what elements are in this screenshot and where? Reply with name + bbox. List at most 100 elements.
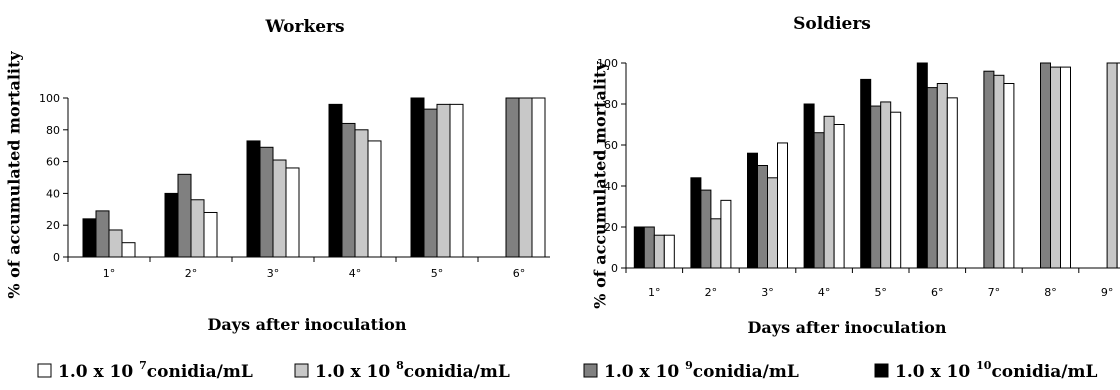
legend-entry: 1.0 x 10 8conidia/mL [315,359,510,382]
soldiers-bar [777,142,788,269]
soldiers-x-tick-label: 8° [1044,286,1057,299]
workers-y-axis-label: % of accumulated mortality [5,51,24,299]
soldiers-bar [767,177,778,269]
workers-bar [121,242,136,258]
soldiers-x-tick-label: 2° [705,286,718,299]
soldiers-bar [1003,83,1015,269]
soldiers-bar [710,218,722,269]
workers-x-tick-label: 3° [267,267,280,280]
workers-bar [272,159,287,258]
soldiers-bar [993,74,1005,269]
soldiers-bar [833,124,845,269]
workers-y-tick-label: 80 [46,124,60,137]
soldiers-bar [757,165,768,269]
soldiers-bar [747,152,758,269]
soldiers-y-axis-label: % of accumulated mortality [591,61,610,309]
workers-bar [177,173,192,258]
soldiers-bar [916,62,928,269]
workers-y-tick-label: 40 [46,187,60,200]
soldiers-bar [880,101,892,269]
soldiers-bar [1050,66,1061,269]
soldiers-chart: Soldiers % of accumulated mortality Days a… [591,14,1120,337]
workers-bar [82,218,97,258]
workers-bar [423,108,438,258]
workers-x-tick-label: 2° [185,267,198,280]
soldiers-y-tick-label: 60 [604,139,618,152]
workers-bar [246,140,261,258]
workers-bar [436,103,451,258]
legend-swatch [37,363,52,378]
soldiers-bar [936,83,948,269]
soldiers-title: Soldiers [793,14,871,34]
legend-entry: 1.0 x 10 9conidia/mL [604,359,799,382]
workers-bar [328,103,343,258]
legend-entry: 1.0 x 10 7conidia/mL [58,359,253,382]
workers-bar [164,192,179,258]
workers-x-tick-label: 6° [513,267,526,280]
soldiers-bar [643,226,655,269]
soldiers-x-axis-label: Days after inoculation [748,318,947,337]
soldiers-x-tick-label: 6° [931,286,944,299]
soldiers-x-tick-label: 3° [761,286,774,299]
soldiers-x-tick-label: 7° [988,286,1001,299]
soldiers-y-tick-label: 40 [604,180,618,193]
workers-bar [367,140,382,258]
legend-swatch [294,363,309,378]
soldiers-x-tick-label: 1° [648,286,661,299]
soldiers-bar [1116,62,1120,269]
soldiers-y-tick-label: 20 [604,221,618,234]
workers-bar [518,97,533,258]
soldiers-bar [890,111,902,269]
soldiers-bar [813,132,825,269]
legend-entry: 1.0 x 10 10conidia/mL [895,359,1098,382]
soldiers-x-tick-label: 9° [1101,286,1114,299]
workers-chart: Workers % of accumulated mortality Days af… [5,17,550,334]
soldiers-y-tick-label: 0 [611,262,618,275]
soldiers-bar [1060,66,1071,269]
soldiers-bar [1040,62,1051,269]
workers-y-tick-label: 100 [39,92,60,105]
workers-y-tick-label: 0 [53,251,60,264]
soldiers-bar [633,226,645,269]
workers-bar [108,229,123,258]
workers-bar [505,97,520,258]
soldiers-bar [823,115,835,269]
soldiers-x-tick-label: 4° [818,286,831,299]
soldiers-bar [946,97,958,269]
workers-bar [449,103,464,258]
soldiers-x-tick-label: 5° [874,286,887,299]
soldiers-bar [926,87,938,269]
soldiers-bar [720,199,732,269]
workers-x-tick-label: 5° [431,267,444,280]
workers-bar [203,211,218,258]
soldiers-bar [663,234,675,269]
soldiers-y-tick-label: 100 [597,57,618,70]
workers-title: Workers [264,17,344,37]
workers-bar [95,210,110,258]
workers-bar [285,167,300,258]
soldiers-bar [803,103,815,269]
workers-bar [190,199,205,258]
workers-bar [410,97,425,258]
workers-x-axis-label: Days after inoculation [208,315,407,334]
soldiers-bar [653,234,665,269]
soldiers-bar [860,78,872,269]
soldiers-y-tick-label: 80 [604,98,618,111]
soldiers-bar [700,189,712,269]
soldiers-bar [1106,62,1118,269]
workers-bar [354,129,369,258]
legend: 1.0 x 10 7conidia/mL 1.0 x 10 8conidia/mL… [37,359,1098,382]
workers-bar [259,146,274,258]
legend-swatch [874,363,889,378]
workers-x-tick-label: 4° [349,267,362,280]
workers-bar [341,122,356,258]
workers-y-tick-label: 60 [46,156,60,169]
soldiers-bar [870,105,882,269]
soldiers-bar [983,70,995,269]
legend-swatch [583,363,598,378]
workers-x-tick-label: 1° [103,267,116,280]
workers-bar [531,97,546,258]
workers-y-tick-label: 20 [46,219,60,232]
soldiers-bar [690,177,702,269]
